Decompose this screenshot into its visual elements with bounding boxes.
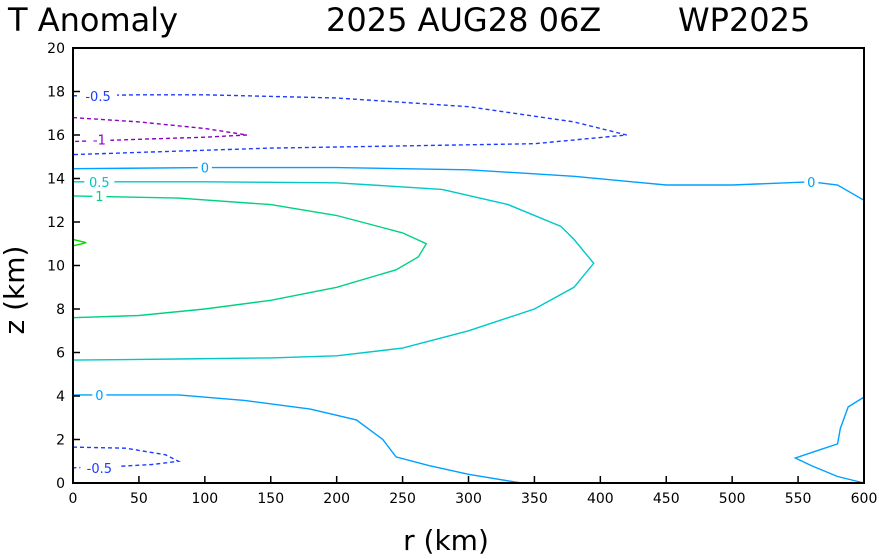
contour-line-0 bbox=[72, 166, 865, 201]
contour-label-bg bbox=[804, 173, 819, 189]
title-center: 2025 AUG28 06Z bbox=[326, 1, 601, 39]
y-tick-label: 8 bbox=[56, 302, 65, 318]
x-tick-label: 550 bbox=[785, 491, 812, 507]
y-tick-label: 4 bbox=[56, 389, 65, 405]
contour-label: 0 bbox=[807, 176, 815, 191]
contour-label-bg bbox=[84, 173, 115, 189]
x-tick-label: 500 bbox=[719, 491, 746, 507]
contour-label: -0.5 bbox=[87, 462, 112, 477]
contour-label: -0.5 bbox=[85, 90, 110, 105]
y-axis: 0 2 4 6 8 10 12 14 16 18 20 bbox=[47, 41, 80, 492]
x-tick-label: 300 bbox=[455, 491, 482, 507]
contour-label: -1 bbox=[93, 133, 106, 148]
y-axis-label: z (km) bbox=[0, 246, 31, 335]
x-tick-label: 350 bbox=[521, 491, 548, 507]
plot-frame bbox=[72, 47, 865, 484]
x-tick-label: 200 bbox=[323, 491, 350, 507]
contour-label-bg bbox=[79, 87, 118, 103]
contour-layer bbox=[72, 94, 865, 484]
contour-label: 0 bbox=[95, 389, 103, 404]
y-tick-label: 14 bbox=[47, 172, 65, 188]
x-tick-label: 600 bbox=[851, 491, 878, 507]
x-tick-label: 400 bbox=[587, 491, 614, 507]
contour-line--0.5 bbox=[72, 94, 627, 156]
x-tick-label: 450 bbox=[653, 491, 680, 507]
title-right: WP2025 bbox=[678, 1, 810, 39]
y-tick-label: 20 bbox=[47, 41, 65, 57]
contour-label: 1 bbox=[95, 190, 103, 205]
contour-line-0.5 bbox=[72, 181, 595, 361]
contour-line--1 bbox=[72, 116, 248, 143]
x-tick-label: 50 bbox=[130, 491, 148, 507]
y-tick-label: 6 bbox=[56, 346, 65, 362]
y-tick-label: 16 bbox=[47, 128, 65, 144]
contour-label: 0.5 bbox=[89, 176, 110, 191]
contour-label-bg bbox=[197, 159, 212, 175]
y-tick-label: 18 bbox=[47, 85, 65, 101]
title-left: T Anomaly bbox=[7, 1, 178, 39]
contour-label-bg bbox=[92, 187, 107, 203]
y-tick-label: 10 bbox=[47, 259, 65, 275]
contour-label-layer: -0.5 -1 0 0 0.51 0 -0.5 bbox=[79, 87, 819, 477]
contour-label-bg bbox=[80, 459, 119, 475]
x-tick-label: 150 bbox=[257, 491, 284, 507]
contour-line-0 bbox=[73, 394, 522, 484]
y-tick-label: 0 bbox=[56, 476, 65, 492]
contour-line-0 bbox=[793, 396, 865, 484]
y-tick-label: 2 bbox=[56, 433, 65, 449]
y-tick-label: 12 bbox=[47, 215, 65, 231]
x-axis-label: r (km) bbox=[403, 524, 489, 557]
x-tick-label: 0 bbox=[69, 491, 78, 507]
x-tick-label: 250 bbox=[389, 491, 416, 507]
x-axis: 0 50 100 150 200 250 300 350 400 450 500 550 600 bbox=[69, 476, 878, 507]
contour-label-bg bbox=[88, 131, 111, 147]
contour-line-1 bbox=[72, 195, 428, 319]
contour-label-bg bbox=[92, 386, 107, 402]
x-tick-label: 100 bbox=[191, 491, 218, 507]
contour-line--0.5 bbox=[72, 446, 181, 469]
contour-line-1.5 bbox=[72, 238, 87, 247]
contour-label: 0 bbox=[201, 162, 209, 177]
